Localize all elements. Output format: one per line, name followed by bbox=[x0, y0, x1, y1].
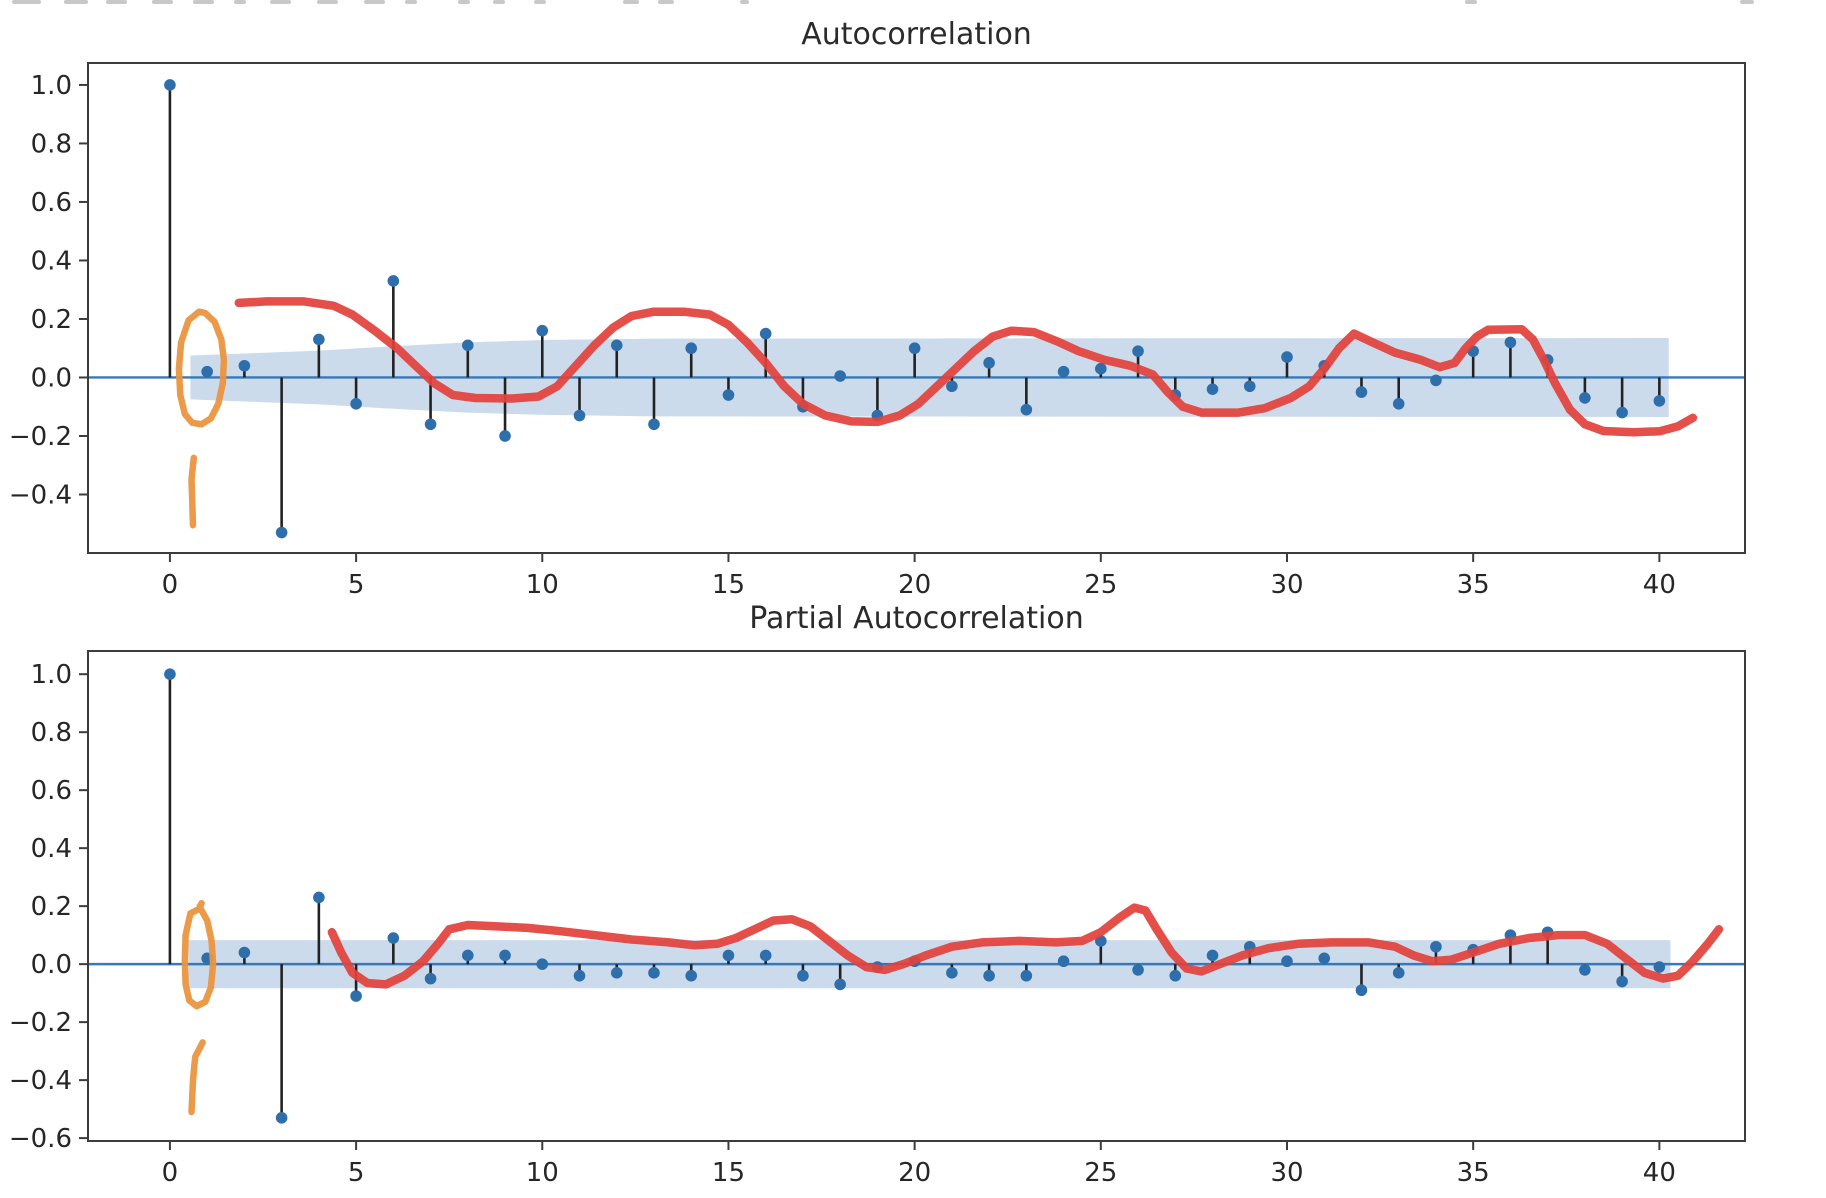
pacf-ytick-label: 0.0 bbox=[31, 950, 72, 980]
pacf-xtick-label: 15 bbox=[712, 1158, 745, 1188]
pacf-red-freehand-annotation bbox=[327, 903, 1724, 989]
cropped-text-remnant bbox=[1465, 0, 1477, 4]
acf-ytick-label: −0.4 bbox=[9, 480, 72, 510]
acf-ytick-label: 0.0 bbox=[31, 363, 72, 393]
pacf-ytick-label: 1.0 bbox=[31, 660, 72, 690]
pacf-xtick-label: 30 bbox=[1270, 1158, 1303, 1188]
cropped-text-remnant bbox=[12, 0, 41, 4]
cropped-text-remnant bbox=[234, 0, 246, 4]
cropped-text-remnant bbox=[64, 0, 88, 4]
acf-plot-frame bbox=[87, 62, 1746, 554]
cropped-text-remnant bbox=[658, 0, 674, 4]
pacf-xtick-label: 0 bbox=[162, 1158, 179, 1188]
cropped-text-remnant bbox=[364, 0, 385, 4]
acf-xtick-label: 15 bbox=[712, 570, 745, 600]
acf-red-freehand-annotation bbox=[234, 297, 1698, 437]
pacf-ytick-label: 0.8 bbox=[31, 718, 72, 748]
cropped-text-remnant bbox=[458, 0, 470, 4]
acf-xtick-label: 20 bbox=[898, 570, 931, 600]
acf-orange-circle-annotation bbox=[175, 308, 228, 428]
pacf-xtick-label: 5 bbox=[348, 1158, 365, 1188]
acf-ytick-label: 1.0 bbox=[31, 71, 72, 101]
pacf-orange-dash-annotation bbox=[188, 1039, 206, 1116]
pacf-plot-frame bbox=[87, 650, 1746, 1142]
acf-xtick-label: 25 bbox=[1084, 570, 1117, 600]
pacf-ytick-label: −0.4 bbox=[9, 1066, 72, 1096]
acf-y-axis-ticks: 1.0 0.8 0.6 0.4 0.2 0.0 −0.2 −0.4 bbox=[9, 71, 88, 510]
pacf-chart-title: Partial Autocorrelation bbox=[749, 601, 1084, 636]
acf-ytick-label: 0.6 bbox=[31, 188, 72, 218]
acf-stems bbox=[168, 84, 1661, 533]
acf-ytick-label: 0.4 bbox=[31, 246, 72, 276]
cropped-text-remnant bbox=[1740, 0, 1754, 4]
pacf-y-axis-ticks: 1.0 0.8 0.6 0.4 0.2 0.0 −0.2 −0.4 −0.6 bbox=[9, 660, 88, 1154]
pacf-chart: 1.0 0.8 0.6 0.4 0.2 0.0 −0.2 −0.4 −0.6 0 5 10 15 20 25… bbox=[9, 650, 1746, 1188]
pacf-xtick-label: 10 bbox=[526, 1158, 559, 1188]
cropped-text-remnant bbox=[152, 0, 173, 4]
acf-stem-markers bbox=[164, 79, 1666, 539]
pacf-ytick-label: 0.6 bbox=[31, 776, 72, 806]
acf-xtick-label: 30 bbox=[1270, 570, 1303, 600]
pacf-orange-circle-annotation bbox=[181, 899, 217, 1010]
acf-x-axis-ticks: 0 5 10 15 20 25 30 35 40 bbox=[162, 553, 1676, 600]
pacf-ytick-label: 0.4 bbox=[31, 834, 72, 864]
acf-chart-title: Autocorrelation bbox=[801, 17, 1032, 52]
pacf-xtick-label: 40 bbox=[1643, 1158, 1676, 1188]
pacf-stems bbox=[168, 674, 1661, 1118]
cropped-text-remnant bbox=[534, 0, 546, 4]
cropped-text-remnant bbox=[270, 0, 291, 4]
acf-chart: 1.0 0.8 0.6 0.4 0.2 0.0 −0.2 −0.4 0 5 10 15 20 25 30 35… bbox=[9, 62, 1746, 600]
acf-xtick-label: 40 bbox=[1643, 570, 1676, 600]
pacf-ytick-label: −0.2 bbox=[9, 1008, 72, 1038]
pacf-x-axis-ticks: 0 5 10 15 20 25 30 35 40 bbox=[162, 1141, 1676, 1188]
cropped-text-remnant bbox=[317, 0, 338, 4]
pacf-ytick-label: −0.6 bbox=[9, 1124, 72, 1154]
cropped-text-remnant bbox=[493, 0, 505, 4]
cropped-text-remnant bbox=[405, 0, 417, 4]
acf-xtick-label: 10 bbox=[526, 570, 559, 600]
pacf-xtick-label: 35 bbox=[1457, 1158, 1490, 1188]
acf-xtick-label: 35 bbox=[1457, 570, 1490, 600]
cropped-text-remnant bbox=[623, 0, 639, 4]
acf-ytick-label: 0.2 bbox=[31, 305, 72, 335]
cropped-text-remnant bbox=[193, 0, 214, 4]
acf-xtick-label: 5 bbox=[348, 570, 365, 600]
pacf-xtick-label: 20 bbox=[898, 1158, 931, 1188]
cropped-text-remnant bbox=[740, 0, 749, 4]
pacf-xtick-label: 25 bbox=[1084, 1158, 1117, 1188]
acf-orange-dash-annotation bbox=[188, 454, 198, 529]
cropped-text-remnant bbox=[106, 0, 127, 4]
pacf-ytick-label: 0.2 bbox=[31, 892, 72, 922]
acf-xtick-label: 0 bbox=[162, 570, 179, 600]
acf-ytick-label: 0.8 bbox=[31, 129, 72, 159]
acf-ytick-label: −0.2 bbox=[9, 422, 72, 452]
pacf-stem-markers bbox=[164, 668, 1666, 1124]
